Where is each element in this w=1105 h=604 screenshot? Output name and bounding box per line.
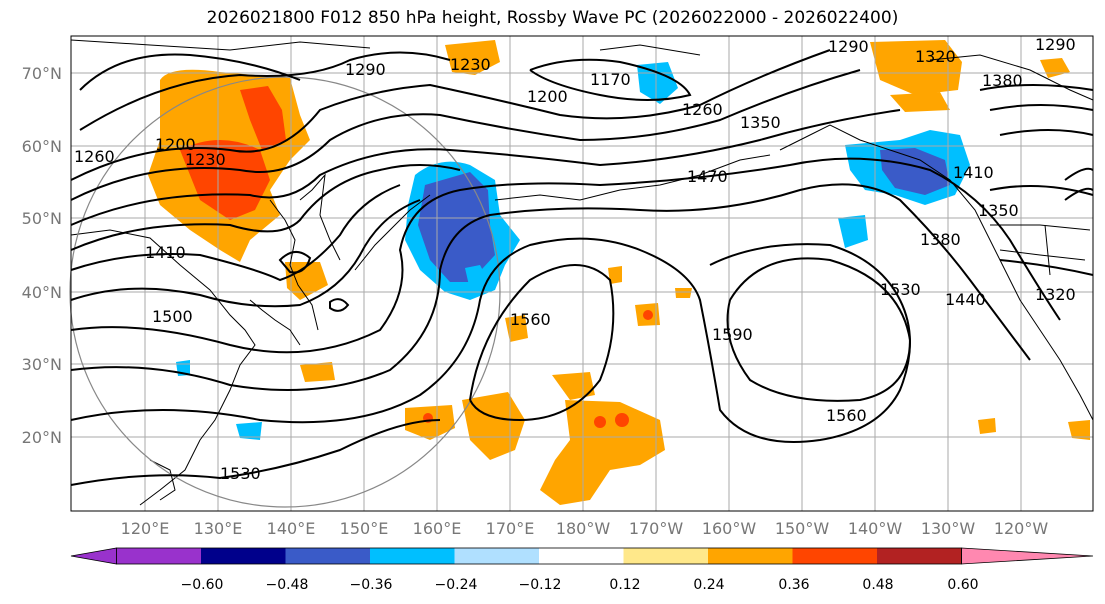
colorbar-tick: 0.48 (862, 577, 893, 593)
lat-label: 40°N (22, 283, 62, 302)
lon-label: 170°E (486, 519, 535, 538)
contour-label: 1380 (982, 71, 1023, 90)
lat-label: 70°N (22, 64, 62, 83)
lon-label: 140°W (848, 519, 903, 538)
colorbar-tick: −0.48 (266, 577, 309, 593)
colorbar-tick: −0.60 (181, 577, 224, 593)
longitude-labels: 120°E 130°E 140°E 150°E 160°E 170°E 180°… (121, 519, 1049, 538)
contour-label: 1230 (185, 150, 226, 169)
lon-label: 150°W (775, 519, 830, 538)
colorbar-segment (370, 548, 455, 564)
contour-label: 1350 (978, 201, 1019, 220)
colorbar-segment (454, 548, 540, 564)
colorbar-tick: −0.12 (519, 577, 562, 593)
colorbar-segment (116, 548, 202, 564)
colorbar-segment (708, 548, 793, 564)
contour-label: 1260 (74, 147, 115, 166)
lon-label: 140°E (267, 519, 316, 538)
colorbar-segment (70, 547, 117, 565)
colorbar-tick: 0.60 (947, 577, 978, 593)
contour-label: 1440 (945, 290, 986, 309)
contour-labels: 1290 1230 1170 1200 1260 1350 1290 1320 … (74, 35, 1076, 483)
contour-label: 1230 (450, 55, 491, 74)
colorbar-segment (201, 548, 286, 564)
contour-label: 1290 (828, 37, 869, 56)
contour-label: 1530 (880, 280, 921, 299)
lon-label: 160°W (702, 519, 757, 538)
lat-label: 30°N (22, 355, 62, 374)
lon-label: 170°W (629, 519, 684, 538)
lon-label: 120°E (121, 519, 170, 538)
lat-label: 50°N (22, 209, 62, 228)
colorbar-segment (792, 548, 878, 564)
colorbar-segment (539, 548, 624, 564)
colorbar-tick: −0.24 (435, 577, 478, 593)
contour-label: 1590 (712, 325, 753, 344)
lon-label: 130°W (921, 519, 976, 538)
contour-label: 1320 (915, 47, 956, 66)
colorbar-segment (877, 548, 962, 564)
map-grid (71, 36, 1093, 511)
contour-label: 1170 (590, 70, 631, 89)
contour-label: 1410 (145, 243, 186, 262)
coastlines (70, 39, 1094, 506)
lon-label: 160°E (413, 519, 462, 538)
colorbar-tick: 0.24 (693, 577, 724, 593)
contour-label: 1470 (687, 167, 728, 186)
colorbar-segment (285, 548, 371, 564)
contour-label: 1410 (953, 163, 994, 182)
contour-label: 1290 (1035, 35, 1076, 54)
colorbar-segment (623, 548, 709, 564)
contour-label: 1500 (152, 307, 193, 326)
height-contours (70, 49, 1094, 486)
map-border (70, 35, 1094, 512)
colorbar (70, 547, 1094, 565)
lat-label: 20°N (22, 428, 62, 447)
lon-label: 180°W (556, 519, 611, 538)
contour-label: 1200 (527, 87, 568, 106)
lat-label: 60°N (22, 137, 62, 156)
colorbar-segment (961, 547, 1094, 565)
contour-label: 1560 (826, 406, 867, 425)
contour-label: 1560 (510, 310, 551, 329)
colorbar-tick: 0.36 (778, 577, 809, 593)
contour-label: 1380 (920, 230, 961, 249)
lon-label: 130°E (194, 519, 243, 538)
contour-label: 1320 (1035, 285, 1076, 304)
reference-circle (69, 76, 501, 508)
lon-label: 150°E (340, 519, 389, 538)
contour-label: 1200 (155, 135, 196, 154)
contour-label: 1260 (682, 100, 723, 119)
contour-label: 1290 (345, 60, 386, 79)
map-title: 2026021800 F012 850 hPa height, Rossby W… (206, 8, 899, 28)
colorbar-tick: 0.12 (609, 577, 640, 593)
contour-label: 1350 (740, 113, 781, 132)
contour-label: 1530 (220, 464, 261, 483)
colorbar-outline (116, 547, 962, 565)
latitude-labels: 70°N 60°N 50°N 40°N 30°N 20°N (22, 64, 62, 447)
colorbar-tick: −0.36 (350, 577, 393, 593)
colorbar-tick-labels: −0.60 −0.48 −0.36 −0.24 −0.12 0.12 0.24 … (181, 577, 979, 593)
lon-label: 120°W (994, 519, 1049, 538)
